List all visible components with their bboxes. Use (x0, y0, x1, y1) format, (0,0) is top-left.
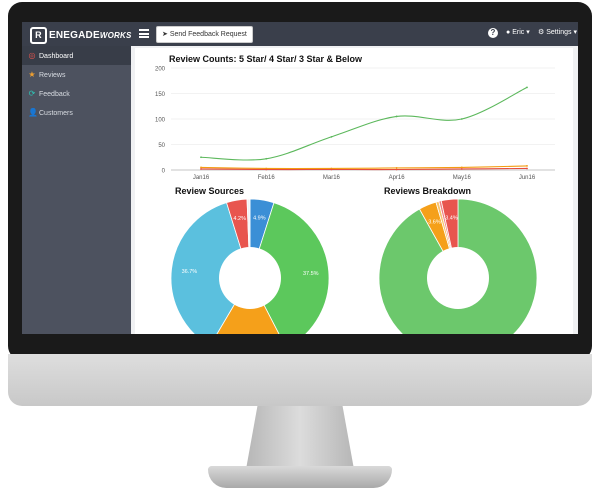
slice-label: 3.6% (428, 220, 441, 226)
user-menu[interactable]: ● Eric ▾ (506, 28, 530, 36)
settings-menu[interactable]: ⚙ Settings ▾ (538, 28, 577, 36)
question-circle-icon[interactable]: ? (488, 28, 498, 38)
user-name: Eric (512, 29, 525, 36)
monitor-foot (208, 466, 392, 488)
send-feedback-label: Send Feedback Request (169, 31, 247, 38)
data-point (200, 166, 202, 169)
y-tick-label: 150 (155, 92, 166, 98)
send-feedback-button[interactable]: ➤ Send Feedback Request (156, 26, 253, 43)
pie-chart-title: Review Sources (175, 186, 245, 196)
y-tick-label: 100 (155, 118, 166, 124)
sidebar-item-label: Feedback (39, 91, 70, 98)
data-point (265, 157, 268, 160)
data-point (395, 168, 398, 171)
dashboard-panel: Review Counts: 5 Star/ 4 Star/ 3 Star & … (135, 48, 573, 334)
data-point (460, 118, 463, 120)
data-point (265, 168, 268, 171)
data-point (526, 167, 528, 170)
y-tick-label: 50 (158, 143, 165, 149)
refresh-icon: ⟳ (28, 89, 36, 98)
data-point (526, 86, 528, 89)
caret-down-icon: ▾ (526, 29, 530, 36)
series-line (200, 165, 528, 170)
data-point (395, 167, 398, 169)
paper-plane-icon: ➤ (162, 31, 168, 38)
donut-hole (219, 247, 281, 309)
logo-mark: R (30, 27, 47, 44)
settings-label: Settings (546, 29, 572, 36)
sidebar-item-label: Customers (39, 110, 73, 117)
series-line (200, 167, 528, 171)
y-tick-label: 200 (155, 67, 166, 73)
data-point (330, 135, 333, 138)
data-point (200, 156, 202, 159)
x-tick-label: Jan16 (193, 175, 210, 181)
sidebar-item-dashboard[interactable]: ◎ Dashboard (22, 46, 131, 65)
data-point (460, 168, 463, 170)
monitor-chin (8, 354, 592, 406)
hamburger-icon[interactable] (139, 29, 149, 38)
main-content: Review Counts: 5 Star/ 4 Star/ 3 Star & … (131, 46, 578, 334)
sidebar-item-label: Reviews (39, 72, 66, 79)
logo-suffix-text: WORKS (99, 31, 132, 41)
y-tick-label: 0 (162, 169, 166, 175)
data-point (526, 165, 528, 167)
data-point (330, 168, 333, 171)
data-point (460, 166, 463, 169)
app-screen: R ENEGADEWORKS ➤ Send Feedback Request ? … (22, 22, 578, 334)
line-chart-title: Review Counts: 5 Star/ 4 Star/ 3 Star & … (169, 54, 363, 64)
caret-down-icon: ▾ (573, 29, 577, 36)
review-sources-donut: 4.9%37.5%16.1%36.7%4.2% (170, 198, 330, 334)
sidebar-item-feedback[interactable]: ⟳ Feedback (22, 84, 131, 103)
slice-label: 37.5% (303, 271, 319, 277)
app-logo[interactable]: R ENEGADEWORKS (30, 27, 132, 44)
star-icon: ★ (28, 70, 36, 79)
series-line (200, 86, 528, 161)
data-point (200, 168, 202, 170)
slice-label: 4.2% (233, 216, 246, 222)
logo-main-text: ENEGADE (49, 30, 100, 42)
pie-chart-title: Reviews Breakdown (384, 186, 472, 196)
monitor-stand (246, 406, 354, 468)
users-icon: 👤 (28, 108, 38, 117)
sidebar-item-reviews[interactable]: ★ Reviews (22, 65, 131, 84)
x-tick-label: May16 (453, 175, 472, 181)
dashboard-icon: ◎ (28, 51, 36, 60)
sidebar-item-label: Dashboard (39, 53, 74, 60)
x-tick-label: Jun16 (519, 175, 536, 181)
review-counts-line-chart: 0 50 100 150 200 Jan16 Feb16 Mar16 Apr16 May16 Jun… (155, 67, 555, 181)
slice-label: 4.9% (253, 216, 266, 222)
slice-label: 36.7% (182, 269, 198, 275)
sidebar-item-customers[interactable]: 👤Customers (22, 103, 131, 122)
x-tick-label: Feb16 (258, 175, 276, 181)
slice-label: 3.4% (445, 215, 458, 221)
data-point (395, 115, 398, 118)
user-icon: ● (506, 29, 511, 36)
reviews-breakdown-donut: 91.9%3.6%3.4% (378, 198, 538, 334)
gear-icon: ⚙ (538, 29, 545, 36)
donut-hole (427, 247, 489, 309)
x-tick-label: Mar16 (323, 175, 341, 181)
top-navbar: R ENEGADEWORKS ➤ Send Feedback Request ? … (22, 22, 578, 46)
sidebar: ◎ Dashboard ★ Reviews ⟳ Feedback 👤Customers (22, 46, 131, 334)
x-tick-label: Apr16 (389, 175, 406, 181)
